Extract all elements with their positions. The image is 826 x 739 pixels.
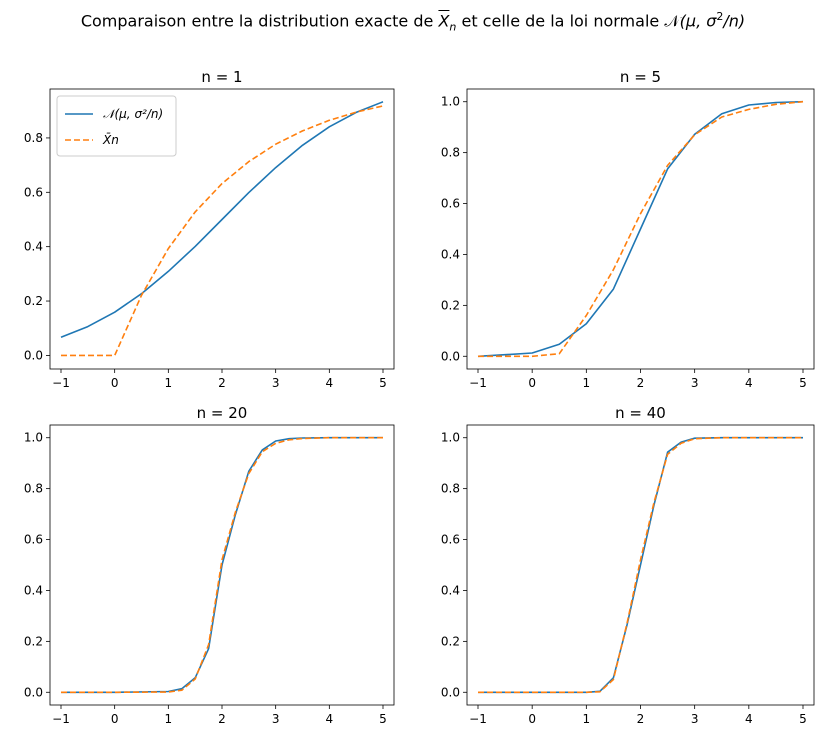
exact-cdf-line [478,100,804,358]
exact-cdf-line [61,105,384,357]
x-tick-label: 1 [165,376,173,390]
y-tick-label: 1.0 [441,95,460,109]
x-tick-label: 0 [528,712,536,726]
x-tick-label: 1 [583,376,591,390]
y-tick-label: 0.2 [24,294,43,308]
y-tick-label: 0.0 [441,349,460,363]
subplot-3: n = 20 −1 0 1 2 3 4 5 0.0 0.2 0.4 0.6 0.8 1.0 [24,404,395,726]
y-tick-label: 0.8 [24,482,43,496]
y-tick-label: 0.2 [24,634,43,648]
x-tick-label: 3 [272,376,280,390]
x-tick-label: 4 [745,376,753,390]
y-tick-label: 0.0 [441,685,460,699]
x-tick-label: 0 [528,376,536,390]
x-tick-label: 0 [111,712,119,726]
suptitle-tail: /n) [723,11,746,31]
suptitle-prefix: Comparaison entre la distribution exacte… [80,11,439,31]
y-tick-label: 0.0 [24,348,43,362]
suptitle-superscript: 2 [716,10,724,23]
y-tick-label: 0.4 [24,240,43,254]
x-tick-label: −1 [52,712,70,726]
x-tick-label: 4 [745,712,753,726]
x-tick-label: 5 [799,376,807,390]
subplot-1: n = 1 −1 0 1 2 3 4 5 0.0 0.2 0.4 0.6 0.8 𝒩(μ, σ²/n) X̄… [24,68,395,390]
subplot-4: n = 40 −1 0 1 2 3 4 5 0.0 0.2 0.4 0.6 0.8 1.0 [441,404,815,726]
x-tick-label: 5 [799,712,807,726]
legend: 𝒩(μ, σ²/n) X̄n [56,95,177,157]
x-tick-label: 1 [583,712,591,726]
x-tick-label: 1 [165,712,173,726]
exact-cdf-line [478,436,803,694]
x-tick-label: 4 [326,712,334,726]
x-tick-label: 2 [637,712,645,726]
legend-label: 𝒩(μ, σ²/n) [103,107,163,121]
y-tick-label: 0.4 [441,247,460,261]
subplot-title: n = 1 [201,68,242,86]
x-tick-label: 2 [637,376,645,390]
x-tick-label: −1 [469,712,487,726]
subplot-2: n = 5 −1 0 1 2 3 4 5 0.0 0.2 0.4 0.6 0.8 1.0 [441,68,815,390]
x-tick-label: −1 [469,376,487,390]
suptitle-normal-symbol: 𝒩 [664,11,680,31]
suptitle-xbar: X [438,11,450,31]
suptitle-subscript-n: n [449,20,457,34]
x-tick-label: 0 [111,376,119,390]
x-tick-label: 5 [379,712,387,726]
y-tick-label: 0.6 [24,185,43,199]
suptitle-args: (μ, σ [679,11,717,31]
y-tick-label: 0.6 [24,533,43,547]
x-tick-label: 3 [691,712,699,726]
normal-cdf-line [60,101,384,338]
y-tick-label: 0.8 [441,482,460,496]
subplot-title: n = 5 [620,68,661,86]
x-tick-label: 3 [272,712,280,726]
y-tick-label: 0.8 [24,131,43,145]
x-tick-label: −1 [52,376,70,390]
y-tick-label: 0.2 [441,298,460,312]
figure-title: Comparaison entre la distribution exacte… [0,10,826,34]
x-tick-label: 4 [326,376,334,390]
subplot-title: n = 20 [197,404,248,422]
x-tick-label: 5 [379,376,387,390]
subplot-title: n = 40 [615,404,666,422]
normal-cdf-line [477,100,804,358]
y-tick-label: 0.4 [441,583,460,597]
exact-cdf-line [61,436,383,694]
x-tick-label: 2 [218,712,226,726]
y-tick-label: 0.6 [441,533,460,547]
suptitle-middle: et celle de la loi normale [456,11,665,31]
y-tick-label: 0.6 [441,197,460,211]
y-tick-label: 0.0 [24,685,43,699]
legend-label: X̄n [102,133,119,147]
y-tick-label: 0.4 [24,583,43,597]
x-tick-label: 3 [691,376,699,390]
legend-box [56,95,177,157]
y-tick-label: 0.8 [441,146,460,160]
x-tick-label: 2 [218,376,226,390]
y-tick-label: 0.2 [441,634,460,648]
y-tick-label: 1.0 [24,431,43,445]
normal-cdf-line [478,436,803,694]
y-tick-label: 1.0 [441,431,460,445]
